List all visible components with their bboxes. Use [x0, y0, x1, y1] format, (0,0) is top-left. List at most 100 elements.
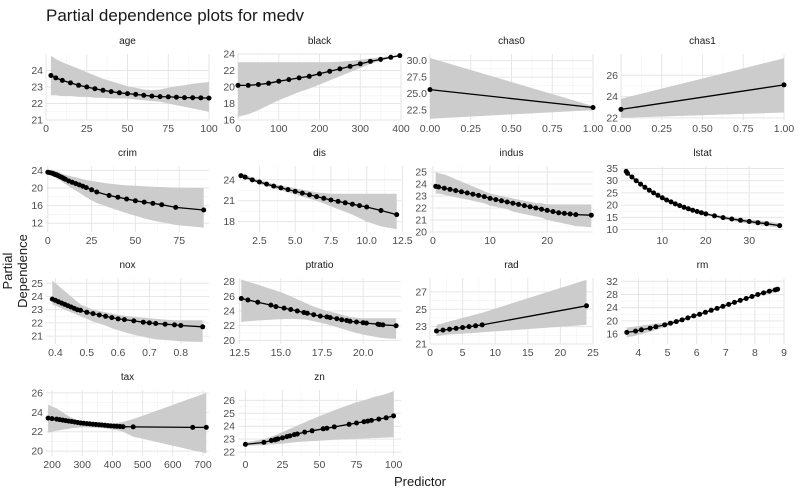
strip-label-rm: rm	[697, 260, 709, 271]
data-point	[737, 297, 743, 303]
data-point	[146, 320, 152, 326]
y-tick-label: 30.0	[407, 55, 428, 67]
y-tick-label: 21	[415, 339, 427, 351]
x-tick-label: 75	[351, 459, 363, 471]
data-point	[287, 433, 293, 439]
y-tick-label: 25	[31, 278, 43, 290]
data-point	[296, 75, 302, 81]
y-tick-label: 16	[606, 329, 618, 341]
x-tick-label: 20	[541, 235, 553, 247]
x-tick-label: 200	[311, 123, 329, 135]
x-tick-label: 0.25	[652, 123, 673, 135]
y-tick-label: 24	[415, 179, 427, 191]
y-tick-label: 26	[31, 387, 43, 399]
pd-line	[620, 84, 785, 111]
y-tick-label: 24	[606, 91, 618, 103]
data-point	[109, 315, 115, 321]
data-point	[679, 317, 685, 323]
data-point	[441, 185, 447, 191]
data-point	[159, 202, 165, 208]
data-point	[83, 185, 89, 191]
strip-label-lstat: lstat	[693, 148, 712, 159]
data-point	[153, 321, 159, 326]
data-point	[453, 188, 459, 194]
y-tick-label: 20	[606, 315, 618, 327]
data-point	[647, 325, 653, 331]
data-point	[590, 105, 596, 110]
x-tick-label: 100	[270, 123, 288, 135]
x-tick-label: 50	[122, 123, 134, 135]
x-tick-label: 25	[277, 459, 289, 471]
data-point	[521, 203, 527, 209]
x-tick-label: 50	[130, 235, 142, 247]
strip-label-crim: crim	[118, 148, 137, 159]
strip-label-age: age	[119, 36, 136, 47]
data-point	[691, 313, 697, 319]
data-point	[694, 209, 700, 214]
x-tick-label: 6	[694, 347, 700, 359]
data-point	[397, 53, 403, 59]
data-point	[504, 199, 510, 205]
x-tick-label: 400	[392, 123, 410, 135]
data-point	[335, 198, 341, 204]
x-tick-label: 10	[489, 347, 501, 359]
x-tick-label: 1.00	[583, 123, 604, 135]
y-tick-label: 25.0	[407, 88, 428, 100]
data-point	[121, 317, 127, 323]
data-point	[49, 416, 55, 422]
x-tick-label: 0.00	[420, 123, 441, 135]
panel-age: age 0 25 50 75 100 21 22 23 24	[31, 36, 218, 135]
x-tick-label: 8	[752, 347, 758, 359]
x-tick-label: 0	[45, 235, 51, 247]
data-point	[391, 413, 397, 419]
x-tick-label: 75	[173, 235, 185, 247]
data-point	[685, 315, 691, 321]
x-tick-label: 0.75	[542, 123, 563, 135]
data-point	[516, 201, 522, 207]
data-point	[328, 197, 334, 203]
x-tick-label: 0.4	[48, 347, 63, 359]
panel-rad: rad 0 5 10 15 20 25 21 23 25 27	[415, 260, 599, 359]
x-tick-label: 7.5	[324, 235, 339, 247]
data-point	[53, 75, 59, 81]
x-tick-label: 0.25	[461, 123, 482, 135]
y-tick-label: 24	[223, 174, 235, 186]
data-point	[334, 316, 340, 322]
data-point	[368, 417, 374, 423]
data-point	[281, 305, 287, 311]
x-tick-label: 300	[351, 123, 369, 135]
x-tick-label: 400	[104, 459, 122, 471]
data-point	[106, 193, 112, 198]
data-point	[677, 203, 683, 209]
x-tick-label: 600	[164, 459, 182, 471]
gridlines	[621, 278, 785, 344]
data-point	[198, 95, 204, 101]
data-point	[278, 185, 284, 191]
y-tick-label: 20	[606, 200, 618, 212]
data-point	[720, 215, 726, 221]
strip-label-zn: zn	[314, 372, 325, 383]
data-point	[261, 439, 267, 445]
data-point	[481, 194, 487, 200]
data-point	[266, 80, 272, 86]
y-tick-label: 22.5	[407, 105, 428, 117]
y-tick-label: 22	[223, 447, 235, 459]
data-point	[646, 187, 652, 193]
data-point	[638, 181, 644, 187]
x-tick-label: 5.0	[288, 235, 303, 247]
data-point	[94, 189, 100, 195]
y-tick-label: 16	[31, 200, 43, 212]
y-tick-label: 20	[31, 446, 43, 458]
data-point	[178, 323, 184, 328]
x-tick-label: 12.5	[229, 347, 250, 359]
data-point	[337, 66, 343, 72]
data-point	[781, 82, 787, 88]
x-tick-label: 20.0	[353, 347, 374, 359]
y-tick-label: 20	[31, 183, 43, 195]
strip-label-tax: tax	[121, 372, 134, 383]
data-point	[738, 217, 743, 223]
x-tick-label: 700	[194, 459, 212, 471]
data-point	[133, 91, 139, 97]
